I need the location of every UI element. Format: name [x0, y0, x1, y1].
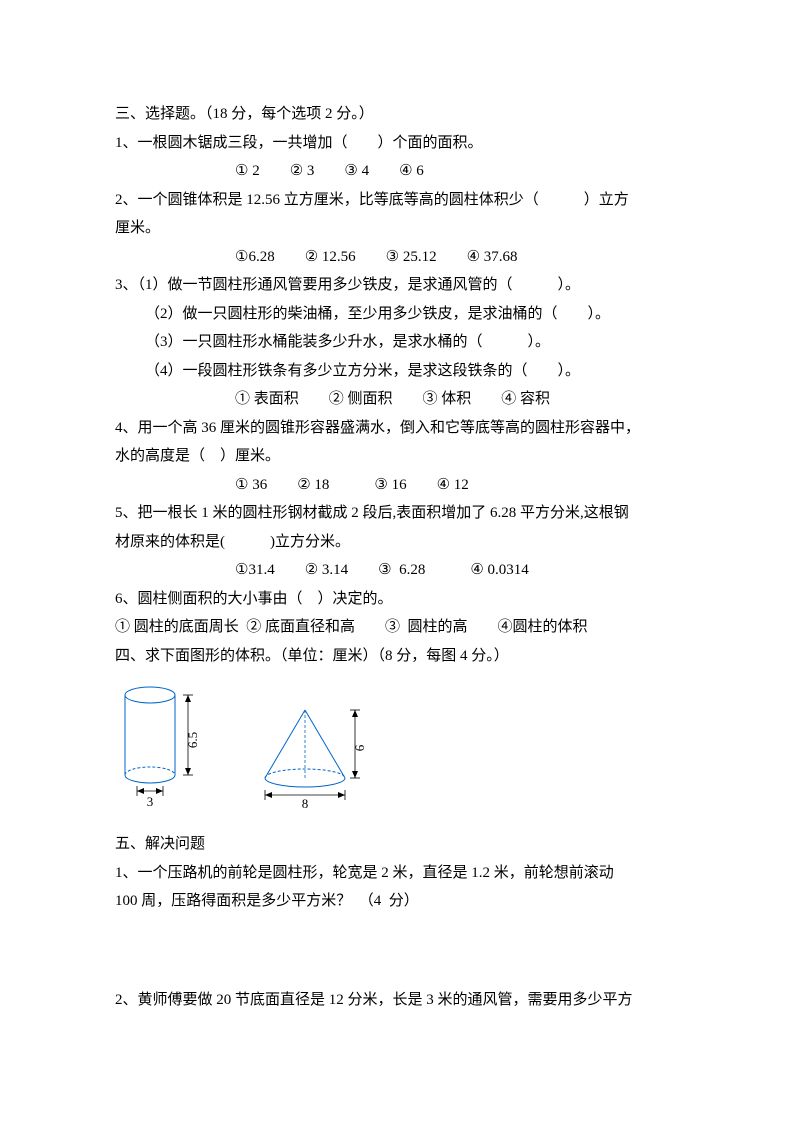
- q6-text: 6、圆柱侧面积的大小事由（ ）决定的。: [115, 585, 685, 614]
- q3-opts: ① 表面积 ② 侧面积 ③ 体积 ④ 容积: [115, 385, 685, 414]
- q4-text-b: 水的高度是（ ）厘米。: [115, 442, 685, 471]
- s5-q2: 2、黄师傅要做 20 节底面直径是 12 分米，长是 3 米的通风管，需要用多少…: [115, 986, 685, 1015]
- s5-q1-a: 1、一个压路机的前轮是圆柱形，轮宽是 2 米，直径是 1.2 米，前轮想前滚动: [115, 859, 685, 888]
- q3-l1: 3、（1）做一节圆柱形通风管要用多少铁皮，是求通风管的（ ）。: [115, 271, 685, 300]
- q2-opts: ①6.28 ② 12.56 ③ 25.12 ④ 37.68: [115, 243, 685, 272]
- q3-l3: （3）一只圆柱形水桶能装多少升水，是求水桶的（ ）。: [115, 328, 685, 357]
- section4-heading: 四、求下面图形的体积。（单位：厘米）（8 分，每图 4 分。）: [115, 642, 685, 671]
- cyl-h-label: 6.5: [185, 732, 200, 748]
- section5-heading: 五、解决问题: [115, 830, 685, 859]
- q5-opts: ①31.4 ② 3.14 ③ 6.28 ④ 0.0314: [115, 556, 685, 585]
- cylinder-figure: 6.5 3: [115, 680, 225, 810]
- q5-text-b: 材原来的体积是( )立方分米。: [115, 528, 685, 557]
- q1-opts: ① 2 ② 3 ③ 4 ④ 6: [115, 157, 685, 186]
- q5-text-a: 5、把一根长 1 米的圆柱形钢材截成 2 段后,表面积增加了 6.28 平方分米…: [115, 499, 685, 528]
- cone-w-label: 8: [302, 796, 309, 810]
- q2-text-b: 厘米。: [115, 214, 685, 243]
- q2-text-a: 2、一个圆锥体积是 12.56 立方厘米，比等底等高的圆柱体积少（ ）立方: [115, 186, 685, 215]
- s5-q1-b: 100 周，压路得面积是多少平方米？ （4 分）: [115, 887, 685, 916]
- q4-opts: ① 36 ② 18 ③ 16 ④ 12: [115, 471, 685, 500]
- cyl-w-label: 3: [147, 794, 154, 809]
- blank-space: [115, 916, 685, 986]
- q3-l4: （4）一段圆柱形铁条有多少立方分米，是求这段铁条的（ ）。: [115, 357, 685, 386]
- q3-l2: （2）做一只圆柱形的柴油桶，至少用多少铁皮，是求油桶的（ ）。: [115, 300, 685, 329]
- q1-text: 1、一根圆木锯成三段，一共增加（ ）个面的面积。: [115, 129, 685, 158]
- exam-page: 三、选择题。（18 分，每个选项 2 分。） 1、一根圆木锯成三段，一共增加（ …: [0, 0, 800, 1132]
- figures-row: 6.5 3 6: [115, 680, 685, 810]
- cone-figure: 6 8: [255, 700, 385, 810]
- q6-opts: ① 圆柱的底面周长 ② 底面直径和高 ③ 圆柱的高 ④圆柱的体积: [115, 613, 685, 642]
- cone-h-label: 6: [352, 744, 367, 751]
- section3-heading: 三、选择题。（18 分，每个选项 2 分。）: [115, 100, 685, 129]
- q4-text-a: 4、用一个高 36 厘米的圆锥形容器盛满水，倒入和它等底等高的圆柱形容器中，: [115, 414, 685, 443]
